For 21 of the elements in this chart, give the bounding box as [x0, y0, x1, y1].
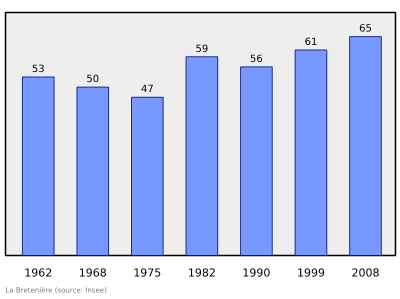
x-tick-label: 1962 — [24, 266, 52, 280]
data-label: 61 — [304, 37, 318, 48]
data-label: 53 — [32, 64, 45, 75]
bar — [76, 86, 110, 256]
x-tick-label: 1982 — [188, 266, 216, 280]
x-tick-label: 1999 — [296, 266, 325, 280]
bar — [294, 50, 328, 256]
bar — [349, 36, 382, 256]
data-label: 59 — [196, 44, 208, 55]
x-tick-label: 1968 — [78, 266, 107, 280]
bar — [131, 96, 164, 256]
x-tick-label: 1990 — [242, 266, 270, 280]
x-tick-label: 2008 — [352, 266, 380, 280]
bar — [22, 76, 55, 256]
bar — [186, 56, 218, 256]
data-label: 65 — [359, 24, 372, 35]
data-label: 47 — [140, 84, 154, 96]
data-label: 56 — [250, 54, 263, 65]
x-tick-label: 1975 — [133, 266, 162, 280]
data-label: 50 — [86, 74, 100, 86]
bar — [240, 66, 273, 256]
